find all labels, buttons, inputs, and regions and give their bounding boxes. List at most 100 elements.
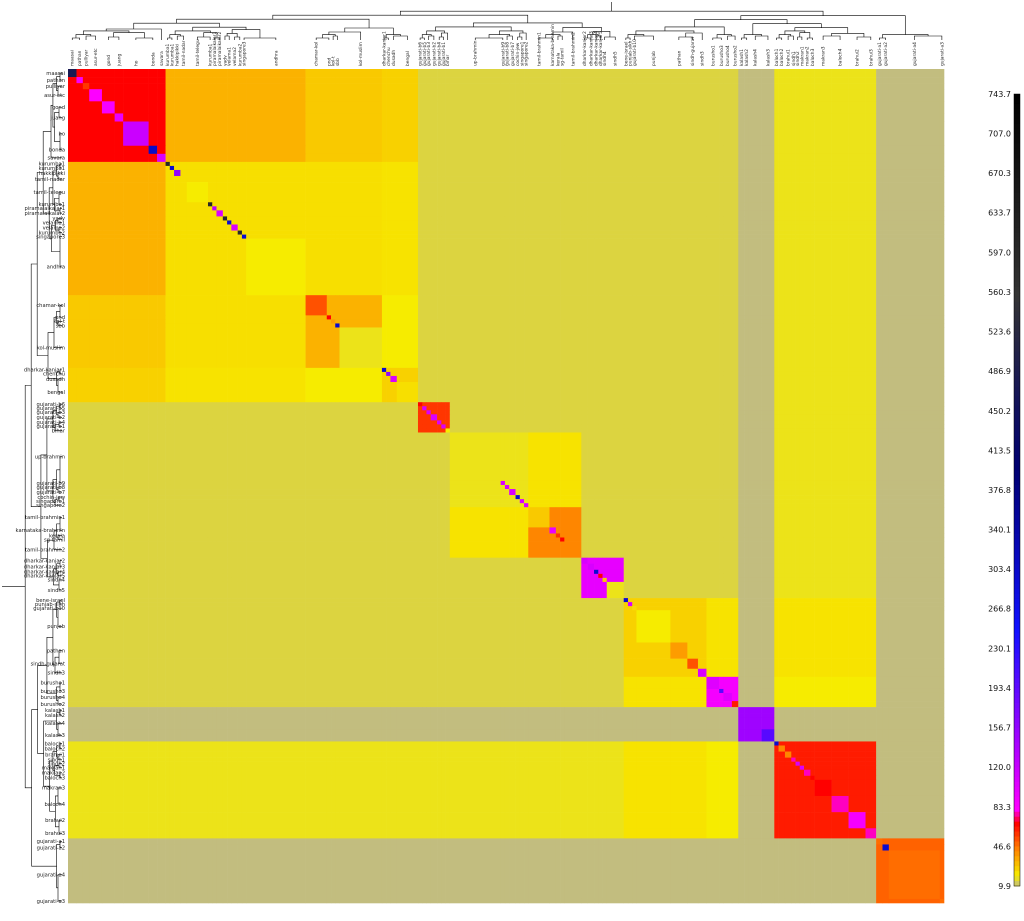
- heatmap-cell: [157, 499, 166, 504]
- heatmap-cell: [386, 230, 391, 235]
- heatmap-cell: [437, 176, 442, 183]
- heatmap-cell: [706, 161, 720, 167]
- heatmap-cell: [799, 371, 805, 377]
- heatmap-cell: [719, 165, 724, 171]
- heatmap-cell: [515, 238, 521, 296]
- heatmap-cell: [564, 327, 582, 369]
- heatmap-cell: [212, 495, 217, 500]
- heatmap-cell: [804, 101, 811, 114]
- heatmap-cell: [627, 371, 633, 377]
- heatmap-cell: [555, 375, 561, 383]
- heatmap-cell: [237, 420, 243, 425]
- heatmap-cell: [165, 220, 171, 225]
- heatmap-cell: [744, 69, 750, 78]
- heatmap-cell: [237, 101, 243, 114]
- heatmap-cell: [212, 220, 217, 225]
- heatmap-cell: [761, 69, 775, 78]
- heatmap-cell: [748, 420, 762, 425]
- heatmap-cell: [761, 402, 775, 407]
- heatmap-cell: [670, 382, 688, 403]
- heatmap-cell: [169, 327, 175, 369]
- heatmap-cell: [441, 537, 446, 542]
- heatmap-cell: [82, 507, 90, 528]
- heatmap-cell: [157, 428, 166, 433]
- heatmap-cell: [687, 224, 699, 231]
- heatmap-cell: [180, 220, 188, 225]
- heatmap-cell: [326, 495, 332, 500]
- heatmap-cell: [441, 414, 446, 421]
- heatmap-cell: [697, 216, 707, 221]
- heatmap-cell: [814, 165, 832, 171]
- heatmap-cell: [216, 77, 224, 84]
- heatmap-cell: [519, 402, 525, 407]
- heatmap-cell: [560, 145, 565, 155]
- heatmap-cell: [246, 507, 306, 528]
- heatmap-cell: [76, 428, 84, 433]
- heatmap-cell: [339, 224, 383, 231]
- heatmap-cell: [719, 220, 724, 225]
- heatmap-cell: [169, 480, 175, 486]
- heatmap-cell: [449, 371, 501, 377]
- heatmap-cell: [390, 406, 398, 411]
- heatmap-cell: [417, 113, 423, 122]
- heatmap-cell: [865, 77, 877, 84]
- heatmap-cell: [157, 382, 166, 403]
- heatmap-cell: [335, 533, 340, 538]
- heatmap-cell: [227, 432, 232, 482]
- heatmap-cell: [778, 224, 786, 231]
- heatmap-cell: [598, 375, 603, 383]
- heatmap-cell: [396, 428, 419, 433]
- heatmap-cell: [216, 527, 224, 534]
- heatmap-cell: [587, 113, 595, 122]
- heatmap-cell: [670, 89, 688, 102]
- heatmap-cell: [799, 537, 805, 542]
- heatmap-cell: [426, 161, 431, 167]
- heatmap-cell: [212, 420, 217, 425]
- heatmap-cell: [587, 216, 595, 221]
- heatmap-cell: [804, 410, 811, 415]
- heatmap-cell: [386, 161, 391, 167]
- heatmap-cell: [227, 484, 232, 490]
- heatmap-cell: [564, 210, 582, 217]
- heatmap-cell: [581, 83, 588, 90]
- heatmap-cell: [441, 503, 446, 508]
- heatmap-cell: [237, 537, 243, 542]
- heatmap-cell: [101, 432, 115, 482]
- heatmap-cell: [339, 424, 383, 429]
- heatmap-cell: [528, 319, 550, 324]
- heatmap-cell: [731, 224, 739, 231]
- row-label: juang: [50, 115, 66, 121]
- heatmap-cell: [697, 495, 707, 500]
- heatmap-cell: [598, 410, 603, 415]
- heatmap-cell: [68, 101, 77, 114]
- dendrogram-link: [474, 37, 504, 40]
- heatmap-cell: [165, 206, 171, 211]
- heatmap-cell: [791, 533, 796, 538]
- heatmap-cell: [237, 176, 243, 183]
- heatmap-cell: [882, 499, 890, 504]
- row-label: tamil-nadar: [35, 177, 66, 183]
- heatmap-cell: [623, 432, 629, 482]
- heatmap-cell: [207, 371, 213, 377]
- heatmap-cell: [180, 428, 188, 433]
- heatmap-cell: [795, 101, 801, 114]
- heatmap-cell: [212, 113, 217, 122]
- heatmap-cell: [795, 121, 801, 147]
- heatmap-cell: [594, 113, 599, 122]
- heatmap-cell: [519, 563, 525, 571]
- heatmap-cell: [670, 169, 688, 177]
- heatmap-cell: [426, 206, 431, 211]
- heatmap-cell: [632, 234, 637, 239]
- heatmap-cell: [417, 145, 423, 155]
- heatmap-cell: [386, 432, 391, 482]
- heatmap-cell: [82, 367, 90, 373]
- heatmap-cell: [101, 89, 115, 102]
- heatmap-cell: [706, 402, 720, 407]
- heatmap-cell: [778, 527, 786, 534]
- heatmap-cell: [632, 165, 637, 171]
- dendrogram-link: [224, 35, 230, 40]
- heatmap-cell: [748, 432, 762, 482]
- heatmap-cell: [594, 484, 599, 490]
- heatmap-cell: [738, 101, 745, 114]
- heatmap-cell: [602, 537, 608, 542]
